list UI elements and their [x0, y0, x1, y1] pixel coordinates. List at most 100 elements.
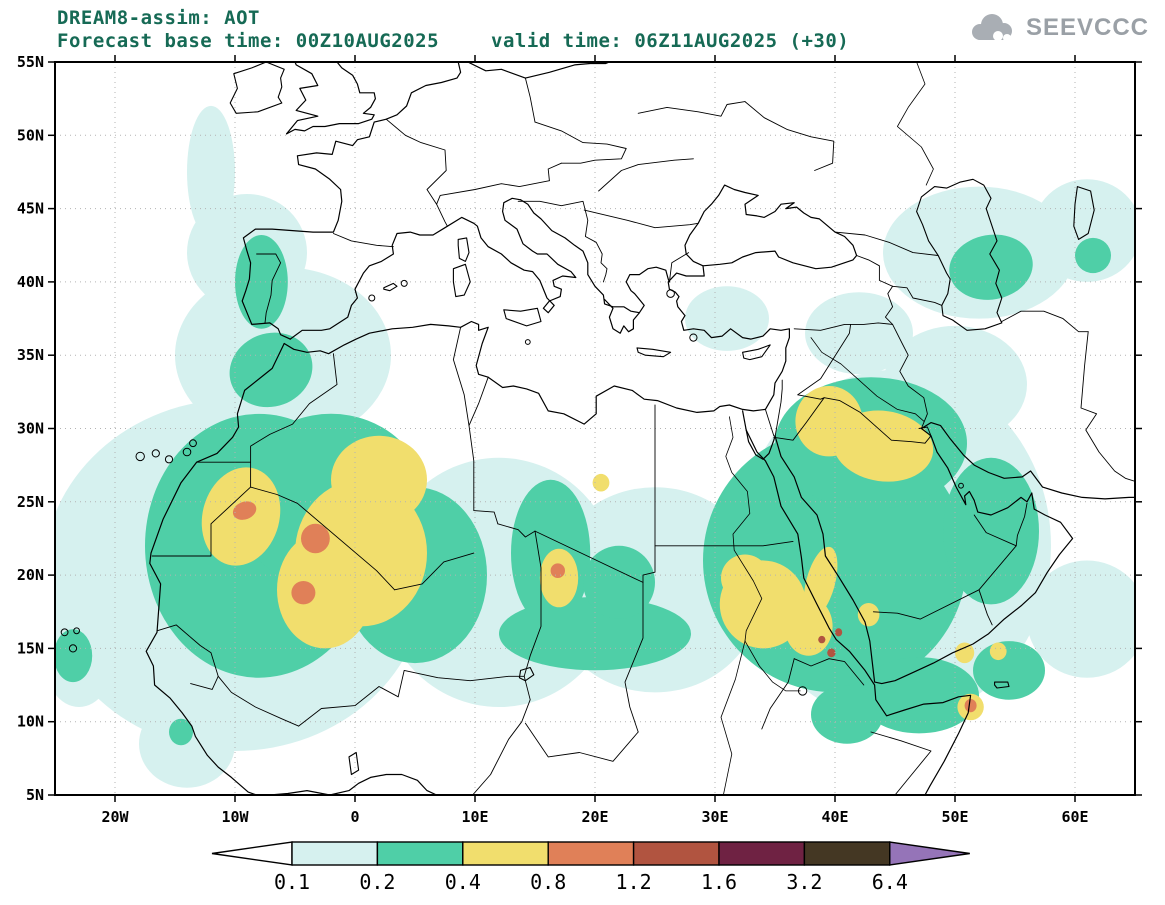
country-border — [744, 101, 835, 171]
country-border — [250, 486, 396, 591]
country-border — [793, 658, 865, 686]
aot-region-1.2 — [827, 648, 836, 658]
aot-region-1.2 — [818, 635, 826, 644]
aot-region-0.1 — [1027, 560, 1135, 678]
country-border — [151, 461, 252, 557]
country-border — [517, 200, 608, 283]
country-border — [394, 552, 475, 591]
river — [744, 640, 801, 692]
aot-region-0.4 — [539, 548, 579, 608]
coastline — [745, 429, 776, 460]
country-border — [534, 530, 644, 583]
island-outline — [636, 347, 672, 358]
legend-above-arrow — [889, 841, 970, 866]
country-border — [524, 77, 536, 123]
island-outline — [503, 307, 542, 327]
aot-region-0.2 — [949, 234, 1033, 300]
country-border — [892, 323, 928, 429]
aot-region-0.2 — [973, 641, 1045, 700]
lon-tick-label: 40E — [821, 808, 848, 826]
lat-tick-label: 45N — [17, 200, 44, 218]
legend-segment — [462, 841, 549, 866]
country-border — [624, 581, 644, 733]
aot-region-0.2 — [943, 457, 1039, 605]
country-border — [654, 540, 794, 547]
cloud-icon — [971, 14, 1012, 42]
small-island — [135, 451, 145, 462]
aot-region-0.1 — [805, 292, 913, 375]
small-island — [68, 644, 78, 653]
country-border — [668, 252, 690, 283]
lat-tick-label: 10N — [17, 713, 44, 731]
lat-tick-label: 40N — [17, 273, 44, 291]
water-body-outline — [916, 178, 1003, 331]
river — [810, 337, 925, 422]
country-border — [298, 686, 399, 727]
legend-value-label: 0.1 — [274, 870, 310, 894]
aot-region-0.4 — [857, 603, 880, 627]
aot-region-0.8 — [291, 581, 316, 605]
country-border — [774, 379, 783, 438]
lat-tick-label: 25N — [17, 493, 44, 511]
country-border — [385, 118, 448, 227]
aot-region-0.4 — [721, 554, 769, 602]
country-border — [978, 589, 993, 626]
country-border — [534, 121, 627, 164]
country-border — [773, 394, 825, 441]
lat-tick-label: 5N — [26, 786, 44, 804]
lat-tick-label: 55N — [17, 53, 44, 71]
lat-tick-label: 30N — [17, 420, 44, 438]
coastline — [241, 62, 462, 340]
aot-region-0.2 — [55, 629, 93, 683]
coastline — [742, 410, 747, 431]
legend-segment — [376, 841, 464, 866]
aot-region-0.8 — [232, 501, 257, 520]
country-border — [547, 162, 562, 182]
island-outline — [742, 344, 771, 361]
country-border — [823, 397, 926, 444]
legend-segment — [547, 841, 635, 866]
country-border — [761, 658, 795, 730]
coastline — [289, 197, 577, 340]
country-border — [884, 285, 894, 325]
lat-tick-label: 50N — [17, 126, 44, 144]
coastline — [145, 342, 285, 795]
small-island — [60, 628, 69, 637]
coastline — [286, 62, 376, 135]
island-outline — [457, 237, 470, 262]
country-border — [217, 675, 300, 727]
water-body-outline — [348, 751, 360, 776]
country-border — [256, 253, 282, 324]
country-border — [642, 545, 656, 583]
legend-value-label: 0.4 — [445, 870, 481, 894]
country-border — [637, 101, 746, 117]
aot-region-0.8 — [301, 523, 330, 554]
country-border — [598, 158, 694, 192]
aot-region-0.4 — [955, 642, 975, 664]
small-island — [666, 289, 675, 298]
lon-tick-label: 20W — [101, 808, 129, 826]
country-border — [524, 722, 639, 762]
country-border — [856, 255, 894, 287]
coastline — [745, 429, 972, 795]
seevccc-logo: SEEVCCC — [967, 12, 1149, 44]
water-body-outline — [229, 62, 285, 114]
island-outline — [383, 282, 398, 292]
aot-region-0.2 — [1075, 237, 1111, 274]
river — [897, 62, 934, 186]
small-island — [151, 449, 160, 458]
country-border — [918, 426, 932, 444]
aot-region-0.8 — [550, 563, 565, 578]
lon-tick-label: 60E — [1061, 808, 1088, 826]
island-outline — [994, 681, 1010, 689]
small-island — [73, 627, 80, 635]
river — [725, 416, 763, 642]
country-border — [468, 425, 499, 525]
country-border — [497, 523, 536, 538]
coastline — [774, 422, 1135, 685]
water-body-outline — [1073, 186, 1095, 240]
country-border — [973, 514, 1017, 547]
legend-segment — [291, 841, 379, 866]
chart-title: DREAM8-assim: AOT — [57, 7, 260, 29]
